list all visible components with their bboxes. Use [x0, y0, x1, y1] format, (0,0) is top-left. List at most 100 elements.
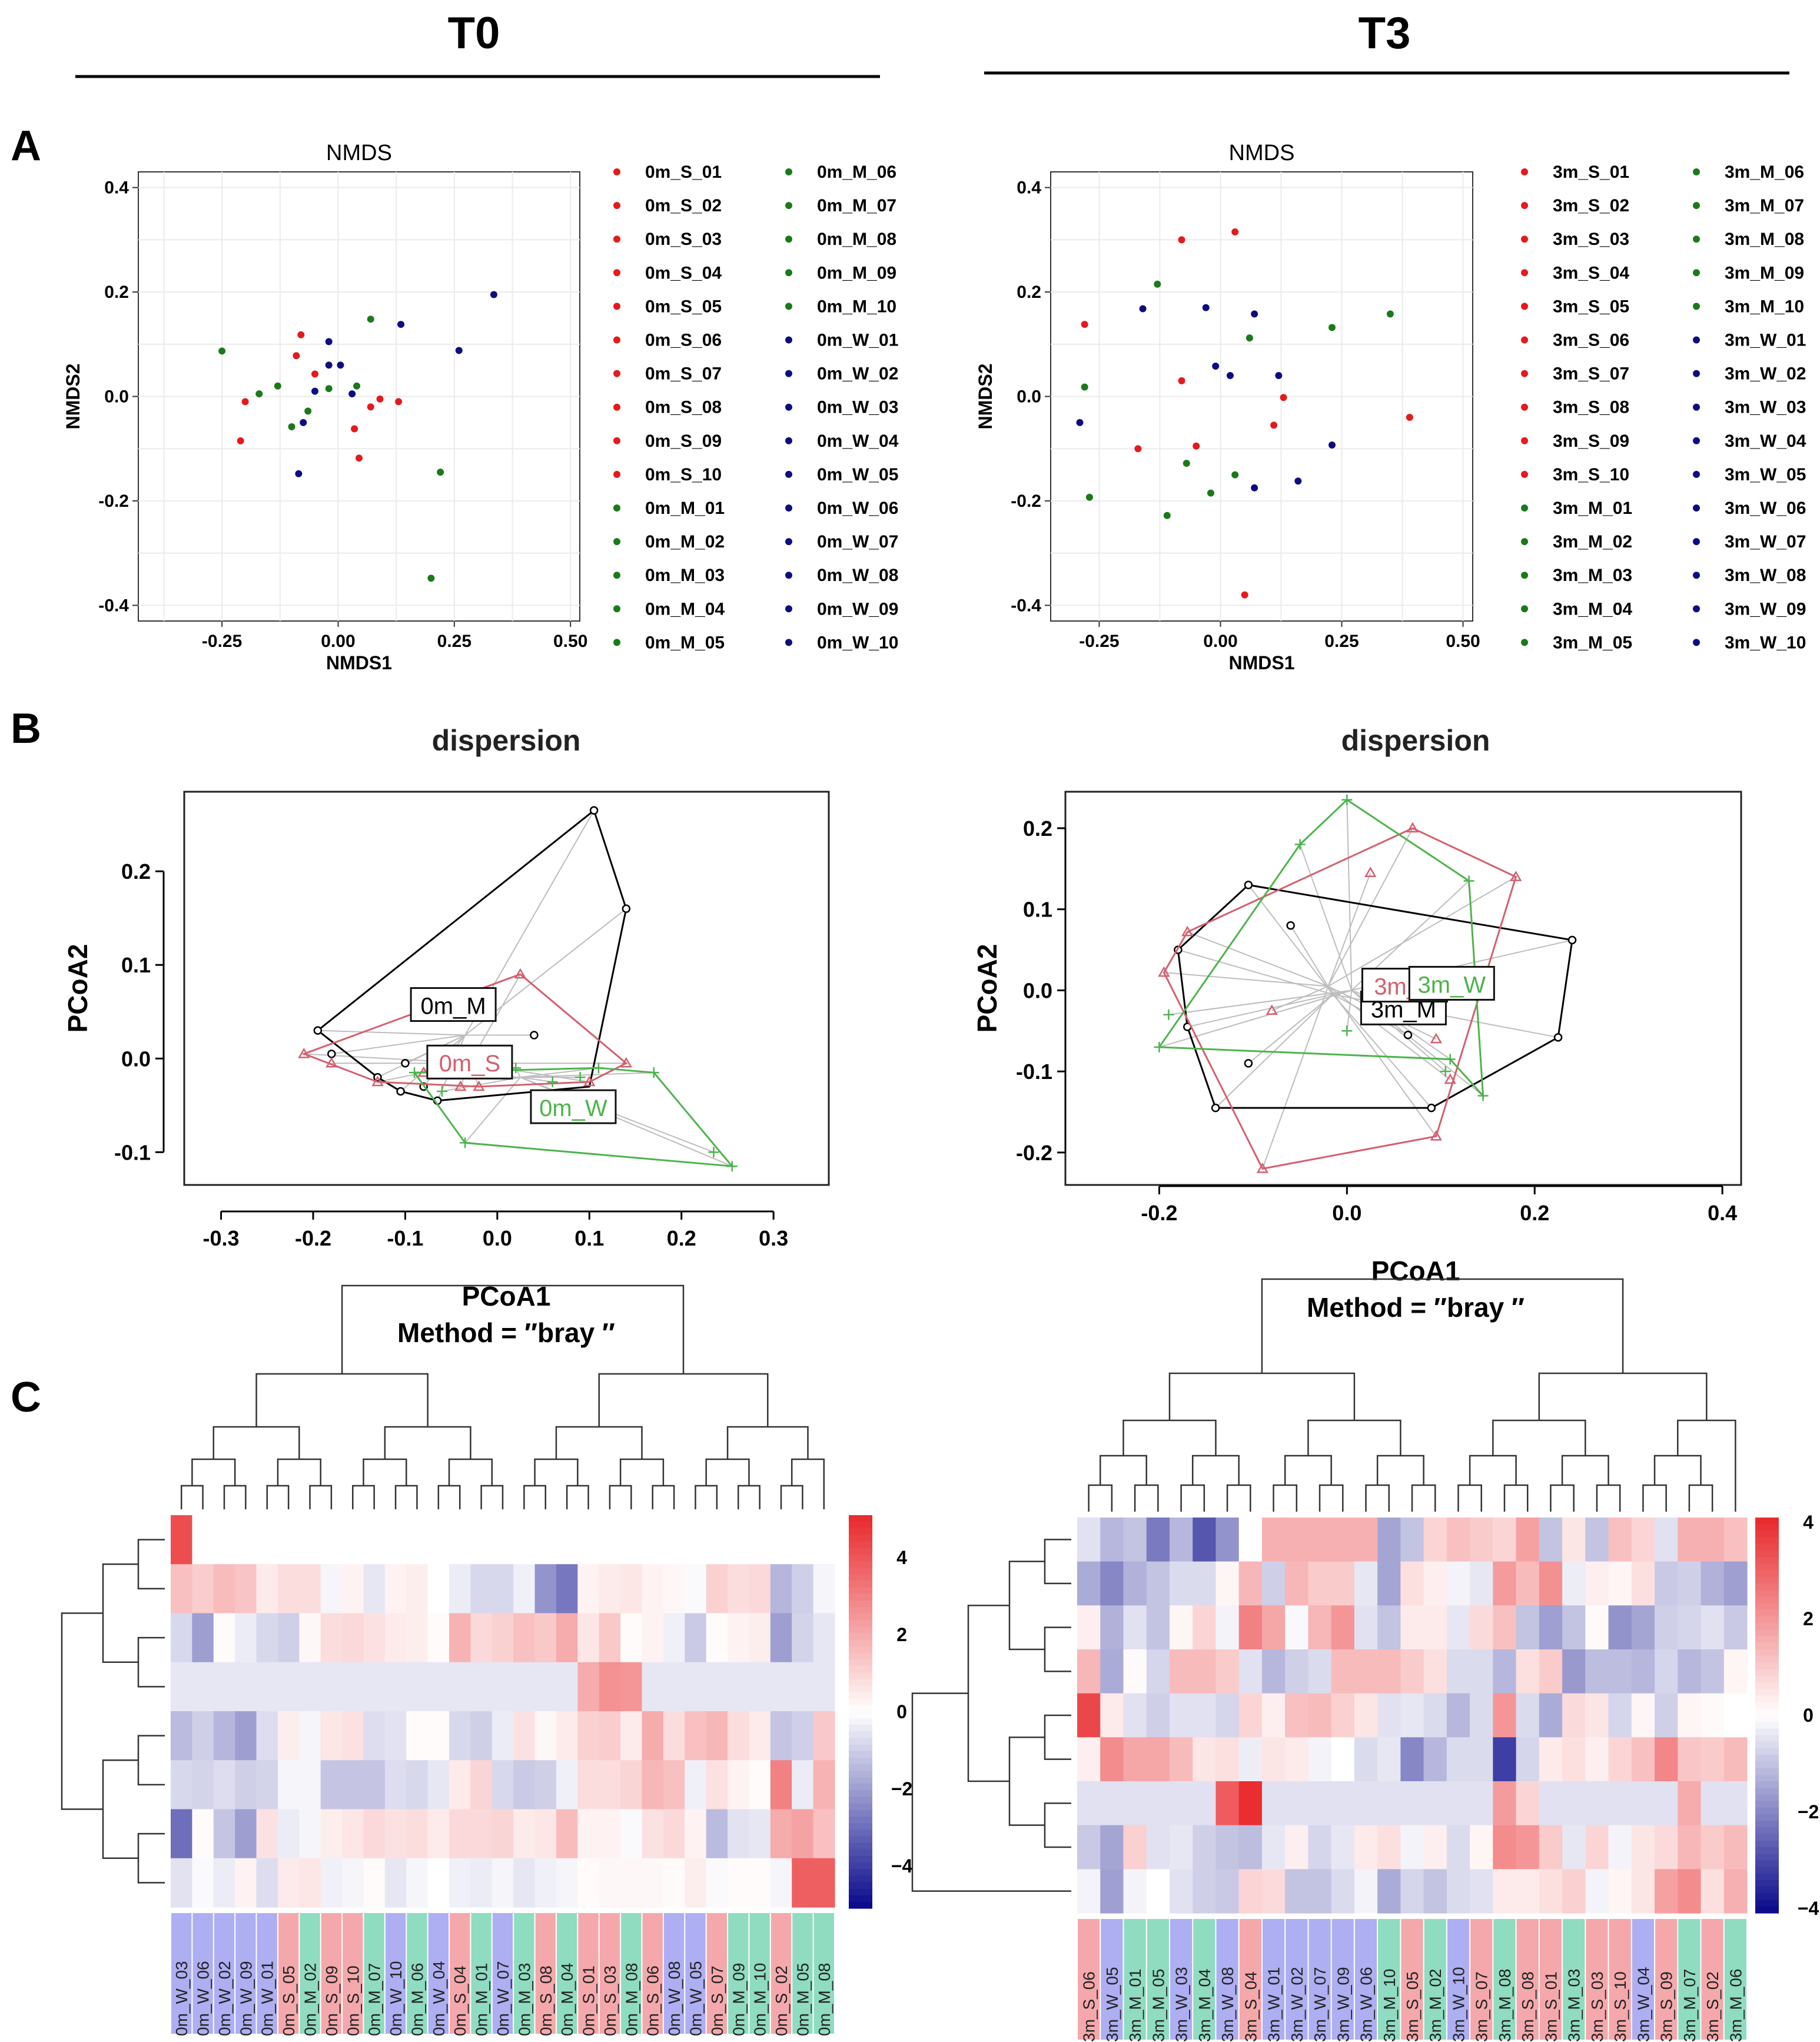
column-dendrogram-branch: [1538, 1372, 1708, 1420]
column-dendrogram-branch: [619, 1458, 665, 1486]
heat-cell: [1562, 1605, 1586, 1650]
heat-cell: [1701, 1605, 1725, 1650]
heat-cell: [363, 1760, 386, 1810]
color-bar-segment: [1755, 1728, 1779, 1736]
data-point-m: [218, 347, 226, 355]
heat-cell: [1146, 1869, 1170, 1914]
color-bar-segment: [849, 1738, 872, 1745]
row-dendrogram-branch: [1008, 1736, 1045, 1826]
heat-cell: [470, 1760, 493, 1810]
heat-cell: [1516, 1869, 1540, 1914]
point-s: [298, 1047, 310, 1058]
color-bar-segment: [1755, 1873, 1779, 1881]
point-w: [547, 1077, 558, 1088]
heat-cell: [749, 1515, 771, 1565]
heat-cell: [1400, 1737, 1424, 1782]
heat-cell: [384, 1564, 407, 1614]
row-dendrogram-branch: [137, 1735, 165, 1786]
heat-cell: [213, 1564, 235, 1614]
point-m: [401, 1058, 410, 1068]
legend-swatch-m: [1521, 538, 1528, 546]
heat-cell: [813, 1613, 835, 1663]
data-point-s: [1231, 228, 1239, 236]
column-dendrogram-branch: [212, 1426, 300, 1459]
data-point-w: [1251, 310, 1258, 318]
legend-label: 0m_S_02: [645, 196, 722, 215]
legend-label: 0m_M_03: [645, 566, 725, 585]
heat-cell: [1585, 1693, 1609, 1738]
data-point-w: [1294, 477, 1302, 485]
heat-cell: [1631, 1561, 1655, 1606]
heat-cell: [1585, 1605, 1609, 1650]
column-label: 3m_W_06: [1357, 1967, 1376, 2042]
column-label: 3m_S_05: [1403, 1971, 1422, 2042]
column-dendrogram-branch: [277, 1458, 321, 1486]
spoke-line: [1327, 985, 1437, 1137]
column-label: 3m_W_04: [1634, 1967, 1652, 2042]
column-label: 0m_W_08: [665, 1961, 683, 2036]
color-bar-segment: [849, 1606, 872, 1614]
heat-cell: [1493, 1737, 1517, 1782]
point-w: [1163, 1009, 1174, 1020]
color-bar-segment: [1755, 1867, 1779, 1874]
heat-cell: [620, 1711, 643, 1761]
legend-label: 0m_S_06: [645, 331, 722, 350]
heat-cell: [1308, 1693, 1332, 1738]
heat-cell: [1631, 1518, 1655, 1562]
column-label: 0m_W_09: [237, 1961, 255, 2036]
heat-cell: [1285, 1737, 1309, 1782]
column-label: 3m_M_05: [1149, 1968, 1167, 2042]
legend-label: 3m_W_10: [1725, 633, 1806, 652]
centroid-label-w: 0m_W: [539, 1095, 607, 1121]
heat-cell: [577, 1711, 600, 1761]
heat-cell: [1493, 1781, 1517, 1826]
heat-cell: [1193, 1649, 1217, 1694]
column-dendrogram-branch: [309, 1485, 333, 1509]
heat-cell: [342, 1858, 364, 1908]
heat-cell: [320, 1515, 343, 1565]
column-dendrogram-branch: [480, 1485, 504, 1509]
heat-cell: [1123, 1869, 1147, 1914]
heat-cell: [192, 1662, 214, 1712]
point-s: [583, 1075, 596, 1087]
heat-cell: [1077, 1737, 1101, 1782]
legend-swatch-w: [1693, 538, 1700, 546]
heat-cell: [728, 1760, 750, 1810]
heat-cell: [192, 1809, 214, 1859]
column-label: 0m_M_02: [301, 1963, 320, 2036]
column-label-bg: [214, 1913, 235, 2034]
heat-cell: [1631, 1649, 1655, 1694]
heat-cell: [1400, 1869, 1424, 1914]
heat-cell: [1146, 1737, 1170, 1782]
heat-cell: [1354, 1825, 1378, 1870]
legend-label: 3m_M_04: [1553, 599, 1632, 619]
heat-cell: [406, 1711, 429, 1761]
color-bar-segment: [849, 1790, 872, 1798]
heat-cell: [299, 1711, 321, 1761]
heat-cell: [1331, 1605, 1355, 1650]
heat-cell: [556, 1564, 578, 1614]
heat-cell: [1238, 1561, 1263, 1606]
heat-cell: [1169, 1869, 1193, 1914]
y-axis-title: NMDS2: [62, 363, 84, 429]
heat-cell: [1169, 1737, 1193, 1782]
color-bar-segment: [1755, 1583, 1779, 1591]
heat-cell: [1400, 1561, 1424, 1606]
column-label: 0m_W_04: [430, 1961, 448, 2036]
heat-cell: [1608, 1825, 1632, 1870]
heat-cell: [1215, 1561, 1240, 1606]
heat-cell: [642, 1858, 664, 1908]
data-point-w: [455, 347, 463, 354]
heat-cell: [1285, 1649, 1309, 1694]
spoke-line: [1187, 931, 1329, 987]
heat-cell: [1077, 1605, 1101, 1650]
data-point-w: [1202, 304, 1210, 311]
heat-cell: [299, 1858, 321, 1908]
heat-cell: [642, 1515, 664, 1565]
color-bar-segment: [1755, 1570, 1779, 1578]
data-point-w: [337, 361, 344, 369]
heat-cell: [1238, 1649, 1263, 1694]
column-dendrogram-branch: [341, 1284, 685, 1374]
heat-cell: [171, 1564, 192, 1614]
legend-label: 0m_M_05: [645, 633, 725, 652]
